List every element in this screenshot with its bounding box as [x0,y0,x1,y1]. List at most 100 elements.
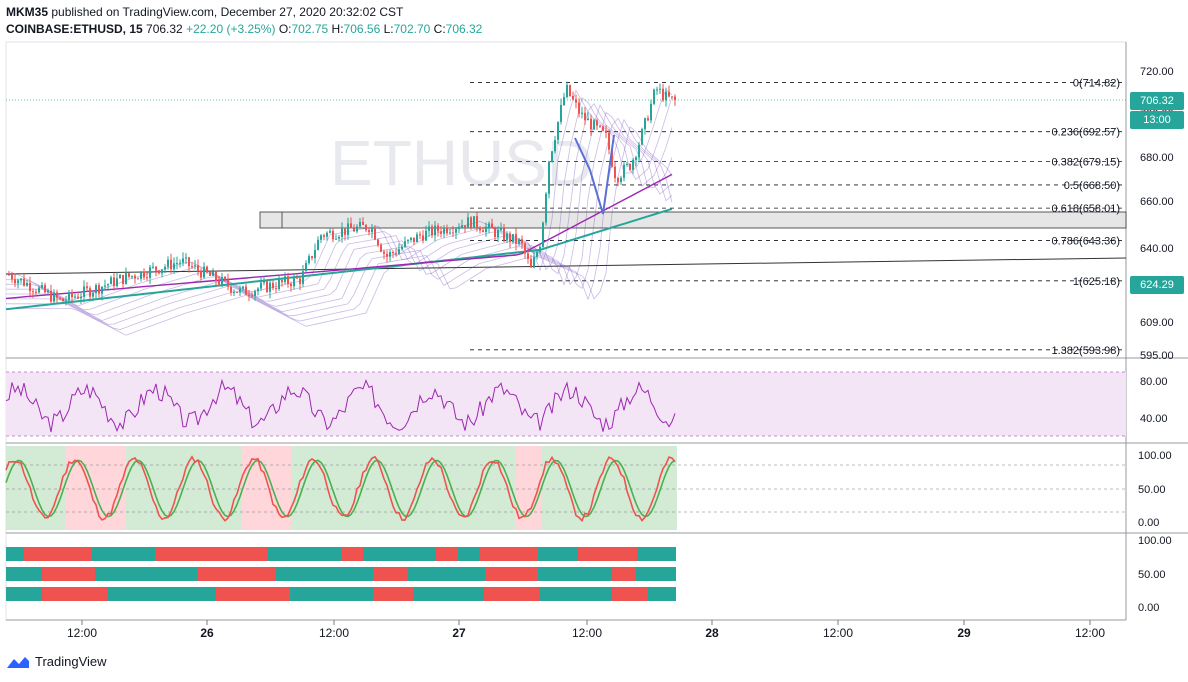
trend-bar-segment [195,547,268,561]
tradingview-icon [7,656,29,668]
candle-body [128,273,130,277]
ema-ribbon-line [6,111,673,322]
candle-body [539,246,541,252]
symbol-name[interactable]: COINBASE:ETHUSD, 15 [6,22,143,36]
trend-bar-segment [155,547,195,561]
candle-body [167,259,169,267]
time-axis-label: 12:00 [1075,626,1105,640]
candle-body [236,291,238,293]
fib-level-label: 0.236(692.57) [1052,127,1121,139]
candle-body [584,112,586,121]
candle-body [221,277,223,285]
fibonacci-retracement[interactable]: 0(714.82) 0.236(692.57) 0.382(679.15) 0.5(6… [470,77,1126,357]
ema-long-line [5,207,673,311]
candle-body [53,292,55,302]
candle-body [632,159,634,170]
candle-body [95,285,97,294]
candle-body [563,97,565,106]
candle-body [527,253,529,259]
candle-body [104,285,106,287]
candle-body [41,284,43,288]
fib-level-label: 0.5(668.50) [1064,180,1120,192]
trend-bar-segment [373,567,408,581]
trend-bar-segment [578,547,637,561]
candle-body [629,163,631,170]
price-axis-tick: 609.00 [1140,317,1174,329]
candle-body [38,287,40,293]
candle-body [275,288,277,290]
candle-body [311,256,313,259]
candle-body [557,121,559,140]
candle-body [503,228,505,241]
candle-body [635,157,637,160]
candle-body [446,227,448,234]
trendline[interactable] [5,257,1127,275]
candle-body [575,99,577,103]
candle-body [269,282,271,292]
stoch-d-line [5,459,676,518]
trend-bar-segment [484,587,500,601]
candle-body [323,235,325,237]
candle-body [176,263,178,265]
candle-body [227,279,229,287]
stoch-zone [66,446,126,530]
candle-body [434,225,436,236]
tradingview-logo[interactable]: TradingView [6,654,107,669]
candle-body [617,178,619,183]
candle-body [512,234,514,243]
candle-body [365,224,367,231]
publish-info: MKM35 published on TradingView.com, Dece… [6,5,403,19]
candle-body [398,249,400,254]
candle-body [407,239,409,242]
candle-body [608,132,610,150]
bar-countdown-label: 13:00 [1130,111,1184,129]
candlestick-series [8,81,676,306]
time-axis-label: 12:00 [572,626,602,640]
candle-body [146,277,148,279]
candle-body [305,263,307,272]
candle-body [245,286,247,295]
candle-body [383,251,385,254]
candle-body [569,85,571,97]
candle-body [653,89,655,104]
candle-body [494,228,496,237]
publisher-name[interactable]: MKM35 [6,5,49,19]
candle-body [71,292,73,298]
open-label: O: [278,22,292,36]
trend-bar-segment [42,567,95,581]
candle-body [101,286,103,294]
trend-bar-segment [405,547,436,561]
candle-body [56,292,58,298]
resistance-zone[interactable] [259,211,1127,229]
trend-bar-segment [373,587,414,601]
time-axis-label: 12:00 [67,626,97,640]
candle-body [578,102,580,114]
open-value: 702.75 [291,22,329,36]
candle-body [392,252,394,254]
candle-body [152,266,154,268]
candle-body [380,245,382,252]
candle-body [545,193,547,223]
candle-body [599,125,601,127]
high-label: H: [331,22,344,36]
candle-body [386,253,388,257]
price-axis[interactable]: 720.00700.00680.00660.00640.00620.00609.… [1138,66,1174,614]
candle-body [536,251,538,258]
candle-body [551,151,553,162]
candle-body [467,217,469,228]
candle-body [308,256,310,264]
candle-body [110,277,112,285]
candle-body [314,250,316,259]
candle-body [113,277,115,287]
time-axis[interactable]: 12:00 26 12:00 27 12:00 28 12:00 29 12:00 [67,620,1105,640]
trend-bar-segment [637,547,676,561]
candle-body [272,282,274,289]
stoch-axis-tick: 0.00 [1138,517,1159,529]
ema-mid-line [5,173,673,300]
candle-body [428,226,430,231]
candle-body [317,239,319,251]
candle-body [26,282,28,286]
projection-drawing[interactable] [574,134,615,215]
candle-body [140,271,142,279]
